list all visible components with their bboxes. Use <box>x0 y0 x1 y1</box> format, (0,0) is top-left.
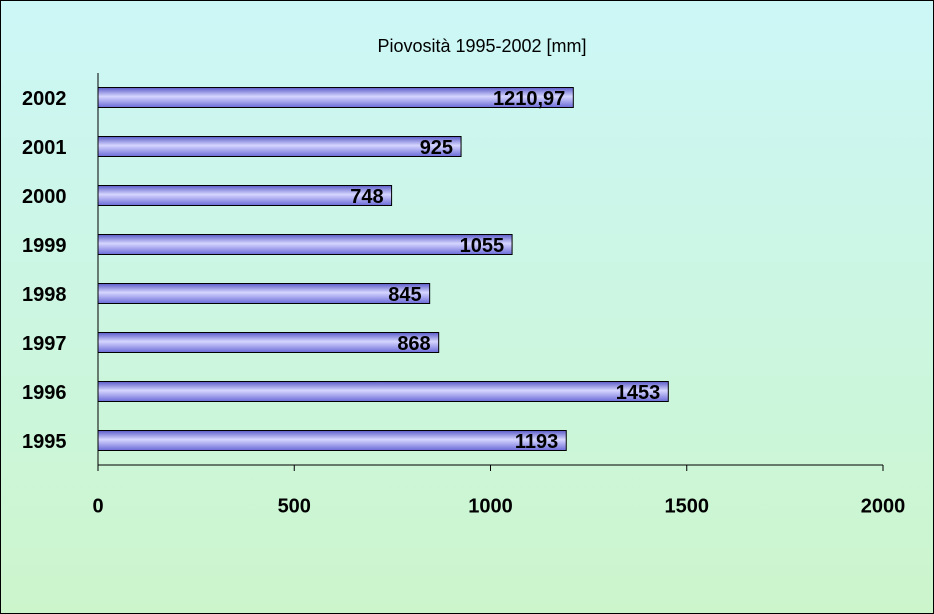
y-tick-label: 1998 <box>22 284 67 306</box>
bar <box>97 430 567 451</box>
data-label: 925 <box>420 137 453 159</box>
data-label: 845 <box>388 284 421 306</box>
y-tick-label: 1995 <box>22 431 67 453</box>
x-tick-label: 0 <box>92 495 103 517</box>
bar <box>97 136 462 157</box>
y-tick-label: 2001 <box>22 137 67 159</box>
x-tick-label: 500 <box>278 495 311 517</box>
bar <box>97 283 431 304</box>
bar <box>97 332 440 353</box>
x-tick-label: 2000 <box>861 495 906 517</box>
data-label: 748 <box>350 186 383 208</box>
chart-title: Piovosità 1995-2002 [mm] <box>377 36 586 56</box>
bar <box>97 185 393 206</box>
bar <box>97 234 513 255</box>
bar <box>97 381 669 402</box>
data-label: 868 <box>397 333 430 355</box>
y-tick-label: 1997 <box>22 333 67 355</box>
data-label: 1193 <box>515 431 558 453</box>
data-label: 1453 <box>616 382 661 404</box>
x-tick-label: 1500 <box>665 495 710 517</box>
y-tick-label: 2002 <box>22 88 67 110</box>
y-tick-label: 1999 <box>22 235 67 257</box>
bar <box>97 87 574 108</box>
y-tick-label: 1996 <box>22 382 67 404</box>
data-label: 1210,97 <box>493 88 565 110</box>
y-tick-label: 2000 <box>22 186 67 208</box>
data-label: 1055 <box>460 235 505 257</box>
x-tick-label: 1000 <box>468 495 513 517</box>
